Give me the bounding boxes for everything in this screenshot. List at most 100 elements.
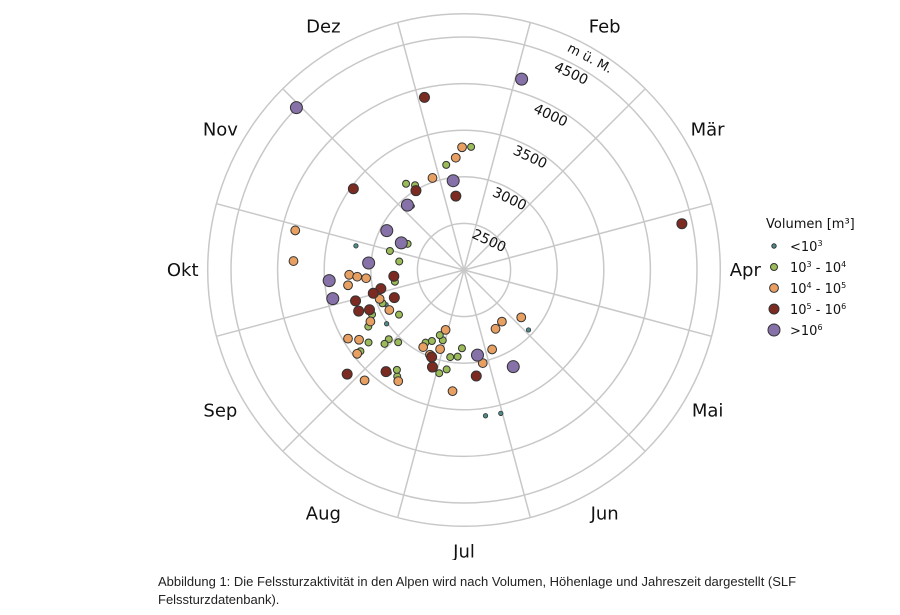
data-point bbox=[447, 386, 458, 397]
figure-caption: Abbildung 1: Die Felssturzaktivität in d… bbox=[158, 574, 797, 607]
data-point bbox=[288, 256, 299, 266]
month-labels: JanFebMärAprMaiJunJulAugSepOktNovDez bbox=[167, 16, 762, 560]
data-point bbox=[446, 353, 455, 362]
data-point bbox=[343, 280, 353, 291]
month-label: Nov bbox=[203, 119, 238, 140]
data-point bbox=[393, 376, 404, 387]
data-point bbox=[388, 270, 400, 282]
polar-grid bbox=[206, 12, 722, 528]
month-label: Jul bbox=[452, 541, 475, 560]
month-label: Feb bbox=[589, 16, 621, 37]
data-point bbox=[516, 312, 527, 323]
data-point bbox=[350, 295, 362, 307]
month-label: Jun bbox=[590, 504, 619, 525]
month-label: Okt bbox=[167, 260, 199, 281]
data-point bbox=[394, 338, 403, 347]
data-point bbox=[435, 369, 444, 378]
data-point bbox=[341, 368, 353, 380]
grid-spoke bbox=[282, 88, 465, 271]
data-point bbox=[426, 351, 438, 363]
data-point bbox=[352, 271, 363, 282]
data-point bbox=[395, 257, 404, 266]
legend-marker bbox=[770, 263, 778, 271]
data-point bbox=[490, 323, 501, 334]
data-point bbox=[353, 243, 359, 249]
data-point bbox=[410, 185, 422, 197]
data-point bbox=[435, 344, 446, 355]
data-point bbox=[385, 246, 394, 255]
data-point bbox=[380, 224, 394, 238]
month-label: Mär bbox=[691, 119, 726, 140]
data-point bbox=[442, 160, 451, 169]
data-point bbox=[347, 183, 359, 195]
data-point bbox=[364, 338, 373, 347]
data-point bbox=[450, 190, 462, 202]
month-label: Apr bbox=[730, 260, 762, 281]
data-point bbox=[418, 91, 430, 103]
legend-label: >106 bbox=[790, 323, 823, 339]
grid-circle-4500 bbox=[230, 36, 698, 504]
data-point bbox=[367, 287, 379, 299]
data-point bbox=[380, 366, 392, 378]
data-point bbox=[457, 344, 466, 353]
data-point bbox=[354, 334, 364, 345]
data-point bbox=[453, 352, 462, 361]
legend-label: 103 - 104 bbox=[790, 260, 846, 276]
grid-circle-outer bbox=[206, 12, 722, 528]
data-point bbox=[457, 142, 467, 153]
grid-spoke bbox=[216, 269, 465, 338]
data-point bbox=[525, 327, 532, 333]
legend-label: 105 - 106 bbox=[790, 302, 846, 318]
data-point bbox=[362, 256, 376, 270]
legend-marker bbox=[769, 283, 779, 293]
data-point bbox=[515, 72, 529, 86]
data-point bbox=[440, 324, 451, 335]
grid-spoke bbox=[463, 22, 532, 271]
data-point bbox=[487, 344, 498, 355]
data-point bbox=[290, 225, 301, 236]
data-point bbox=[470, 348, 484, 362]
data-point bbox=[426, 361, 438, 373]
data-point bbox=[482, 413, 489, 419]
data-point bbox=[363, 304, 375, 316]
data-point bbox=[384, 321, 390, 327]
grid-circle-3000 bbox=[370, 176, 558, 364]
legend-marker bbox=[768, 303, 780, 315]
data-point bbox=[289, 101, 303, 115]
data-point bbox=[467, 142, 476, 151]
data-point bbox=[427, 337, 436, 346]
data-point bbox=[359, 375, 370, 386]
legend-label: <103 bbox=[790, 239, 823, 255]
data-point bbox=[497, 316, 507, 327]
grid-spoke bbox=[216, 202, 465, 271]
legend: Volumen [m³] <103 103 - 104 104 - 105 105 -… bbox=[766, 217, 855, 339]
grid-spoke bbox=[463, 88, 646, 271]
data-point bbox=[435, 331, 444, 340]
data-point bbox=[394, 236, 408, 250]
grid-spoke bbox=[463, 202, 712, 271]
data-point bbox=[442, 365, 451, 374]
data-point bbox=[427, 173, 438, 183]
grid-spoke bbox=[396, 269, 465, 518]
grid-spoke bbox=[463, 269, 532, 518]
grid-circle-2500 bbox=[416, 222, 512, 318]
data-point bbox=[365, 316, 376, 327]
grid-spoke bbox=[463, 269, 646, 452]
month-label: Aug bbox=[306, 504, 341, 525]
data-point bbox=[676, 218, 688, 230]
grid-spoke bbox=[463, 269, 712, 338]
data-point bbox=[380, 339, 389, 348]
data-point bbox=[361, 273, 372, 284]
data-point bbox=[352, 348, 363, 359]
data-point bbox=[498, 410, 504, 416]
data-point bbox=[344, 269, 355, 280]
data-point bbox=[326, 292, 340, 306]
grid-spoke bbox=[396, 22, 465, 271]
data-point bbox=[446, 174, 460, 188]
data-points bbox=[288, 72, 688, 419]
data-point bbox=[392, 365, 401, 374]
data-point bbox=[388, 292, 400, 304]
legend-title: Volumen [m³] bbox=[766, 217, 855, 232]
data-point bbox=[395, 310, 404, 319]
